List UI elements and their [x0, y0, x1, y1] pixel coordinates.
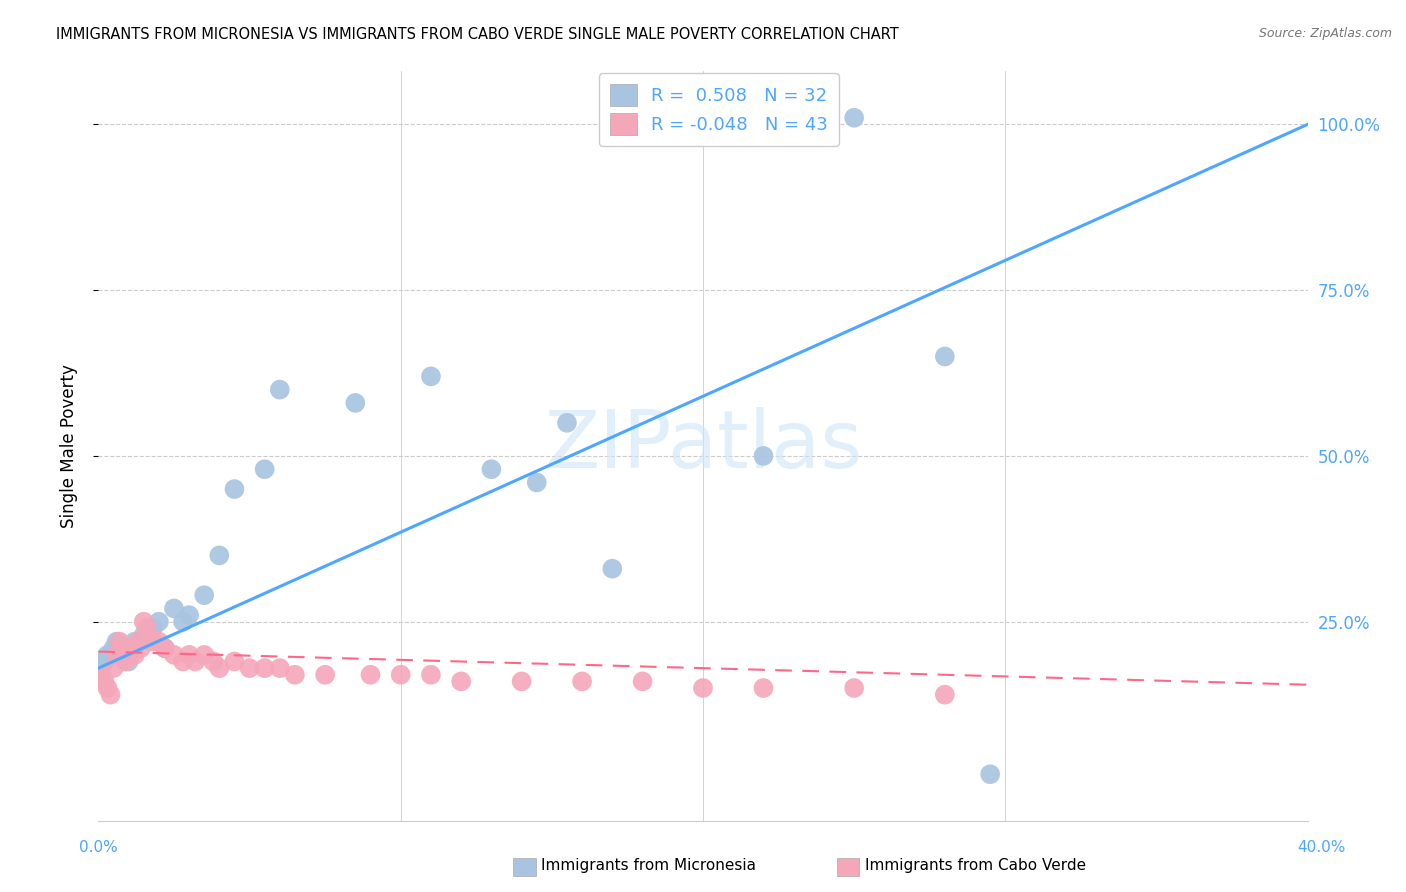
Point — [253, 462, 276, 476]
Point — [111, 641, 134, 656]
Text: Source: ZipAtlas.com: Source: ZipAtlas.com — [1258, 27, 1392, 40]
Point — [90, 667, 112, 681]
Point — [163, 648, 186, 662]
Point — [202, 655, 225, 669]
Text: 0.0%: 0.0% — [79, 840, 118, 855]
Point — [602, 562, 624, 576]
Point — [253, 661, 276, 675]
Point — [360, 667, 382, 681]
Point — [193, 588, 215, 602]
Point — [148, 634, 170, 648]
Point — [179, 608, 201, 623]
Point — [118, 655, 141, 669]
Point — [450, 674, 472, 689]
Legend: R =  0.508   N = 32, R = -0.048   N = 43: R = 0.508 N = 32, R = -0.048 N = 43 — [599, 73, 839, 145]
Point — [692, 681, 714, 695]
Point — [184, 655, 207, 669]
Point — [96, 681, 118, 695]
Point — [96, 648, 118, 662]
Point — [284, 667, 307, 681]
Point — [135, 621, 157, 635]
Point — [844, 681, 866, 695]
Point — [172, 655, 194, 669]
Point — [571, 674, 593, 689]
Text: Immigrants from Cabo Verde: Immigrants from Cabo Verde — [865, 858, 1085, 873]
Point — [100, 648, 122, 662]
Point — [105, 634, 128, 648]
Point — [103, 661, 125, 675]
Point — [420, 369, 443, 384]
Point — [752, 681, 775, 695]
Point — [114, 655, 136, 669]
Point — [118, 648, 141, 662]
Point — [420, 667, 443, 681]
Point — [193, 648, 215, 662]
Point — [132, 628, 155, 642]
Point — [269, 661, 291, 675]
Point — [555, 416, 578, 430]
Point — [93, 655, 115, 669]
Point — [132, 615, 155, 629]
Point — [111, 641, 134, 656]
Point — [979, 767, 1001, 781]
Point — [172, 615, 194, 629]
Point — [153, 641, 176, 656]
Point — [481, 462, 503, 476]
Point — [934, 350, 956, 364]
Point — [224, 655, 246, 669]
Point — [90, 661, 112, 675]
Point — [752, 449, 775, 463]
Point — [163, 601, 186, 615]
Point — [314, 667, 336, 681]
Text: ZIPatlas: ZIPatlas — [544, 407, 862, 485]
Point — [269, 383, 291, 397]
Text: Immigrants from Micronesia: Immigrants from Micronesia — [541, 858, 756, 873]
Point — [142, 634, 165, 648]
Point — [208, 549, 231, 563]
Point — [224, 482, 246, 496]
Point — [148, 615, 170, 629]
Point — [103, 641, 125, 656]
Y-axis label: Single Male Poverty: Single Male Poverty — [59, 364, 77, 528]
Point — [93, 674, 115, 689]
Point — [208, 661, 231, 675]
Point — [100, 688, 122, 702]
Point — [179, 648, 201, 662]
Point — [526, 475, 548, 490]
Point — [389, 667, 412, 681]
Point — [124, 648, 146, 662]
Point — [344, 396, 367, 410]
Point — [934, 688, 956, 702]
Point — [153, 641, 176, 656]
Point — [108, 648, 131, 662]
Point — [142, 621, 165, 635]
Point — [844, 111, 866, 125]
Point — [631, 674, 654, 689]
Point — [129, 641, 152, 656]
Point — [108, 634, 131, 648]
Point — [121, 641, 143, 656]
Point — [510, 674, 533, 689]
Text: IMMIGRANTS FROM MICRONESIA VS IMMIGRANTS FROM CABO VERDE SINGLE MALE POVERTY COR: IMMIGRANTS FROM MICRONESIA VS IMMIGRANTS… — [56, 27, 898, 42]
Text: 40.0%: 40.0% — [1298, 840, 1346, 855]
Point — [127, 634, 149, 648]
Point — [124, 634, 146, 648]
Point — [105, 648, 128, 662]
Point — [239, 661, 262, 675]
